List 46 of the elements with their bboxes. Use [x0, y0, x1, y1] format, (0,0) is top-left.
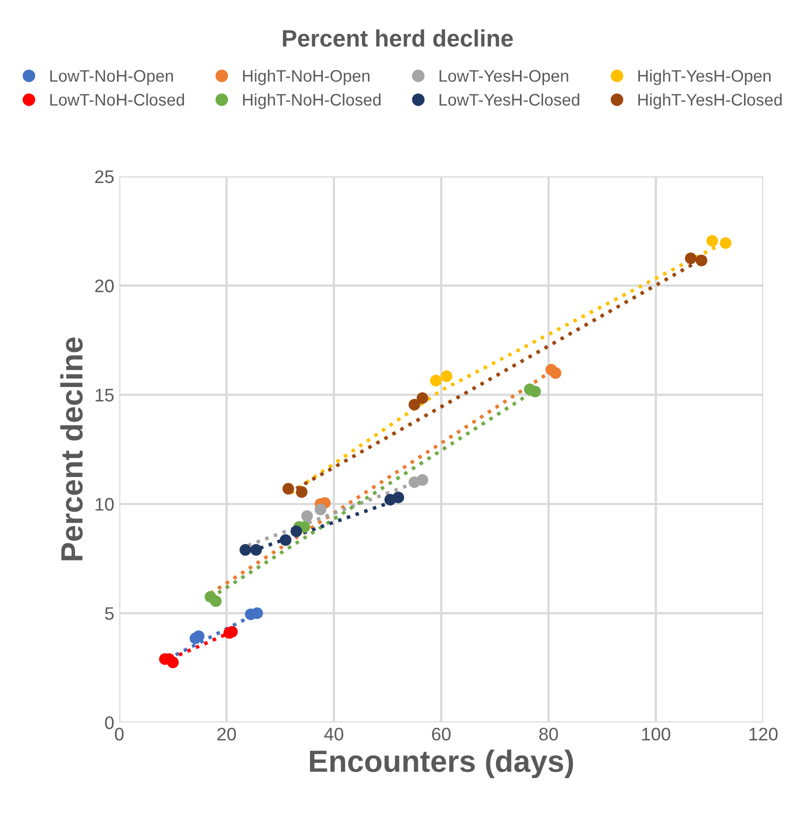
legend-label: HighT-YesH-Open: [638, 70, 771, 86]
legend-label: HighT-NoH-Closed: [243, 93, 381, 110]
point: [167, 656, 179, 668]
point: [550, 367, 562, 379]
x-axis-title: Encounters (days): [310, 750, 573, 778]
point: [296, 486, 308, 498]
y-tick-label: 20: [95, 280, 114, 292]
y-tick-label: 25: [95, 170, 114, 184]
legend-label: HighT-YesH-Closed: [638, 93, 782, 110]
point: [210, 595, 222, 607]
x-tick-label: 100: [642, 728, 670, 741]
point: [301, 510, 313, 522]
x-tick-label: 0: [114, 728, 124, 741]
point: [430, 374, 442, 386]
point: [408, 398, 420, 410]
y-tick-label: 15: [96, 388, 114, 402]
chart-title: Percent herd decline: [282, 29, 513, 47]
x-tick-label: 20: [217, 728, 236, 741]
point: [290, 525, 302, 538]
x-tick-label: 40: [324, 728, 344, 741]
x-tick-label: 60: [432, 728, 451, 741]
point: [240, 544, 252, 556]
point: [684, 252, 697, 264]
x-tick-label: 120: [750, 728, 778, 741]
legend-label: LowT-NoH-Open: [50, 70, 173, 86]
point: [314, 504, 326, 516]
y-tick-label: 0: [105, 716, 114, 730]
y-tick-label: 10: [96, 498, 114, 511]
point: [440, 370, 452, 382]
point: [416, 392, 428, 404]
point: [529, 386, 541, 398]
y-axis-title: Percent decline: [60, 338, 83, 560]
point: [250, 544, 262, 556]
legend-label: HighT-NoH-Open: [243, 70, 370, 86]
point: [720, 237, 732, 249]
legend-label: LowT-YesH-Closed: [440, 93, 580, 106]
point: [696, 254, 708, 266]
point: [392, 492, 404, 504]
x-tick-label: 80: [539, 728, 558, 741]
point: [282, 482, 294, 495]
legend-label: LowT-NoH-Closed: [50, 93, 184, 106]
point: [280, 534, 292, 546]
point: [416, 474, 428, 486]
point: [706, 235, 718, 247]
legend-label: LowT-YesH-Open: [440, 70, 568, 86]
y-tick-label: 5: [105, 607, 114, 620]
